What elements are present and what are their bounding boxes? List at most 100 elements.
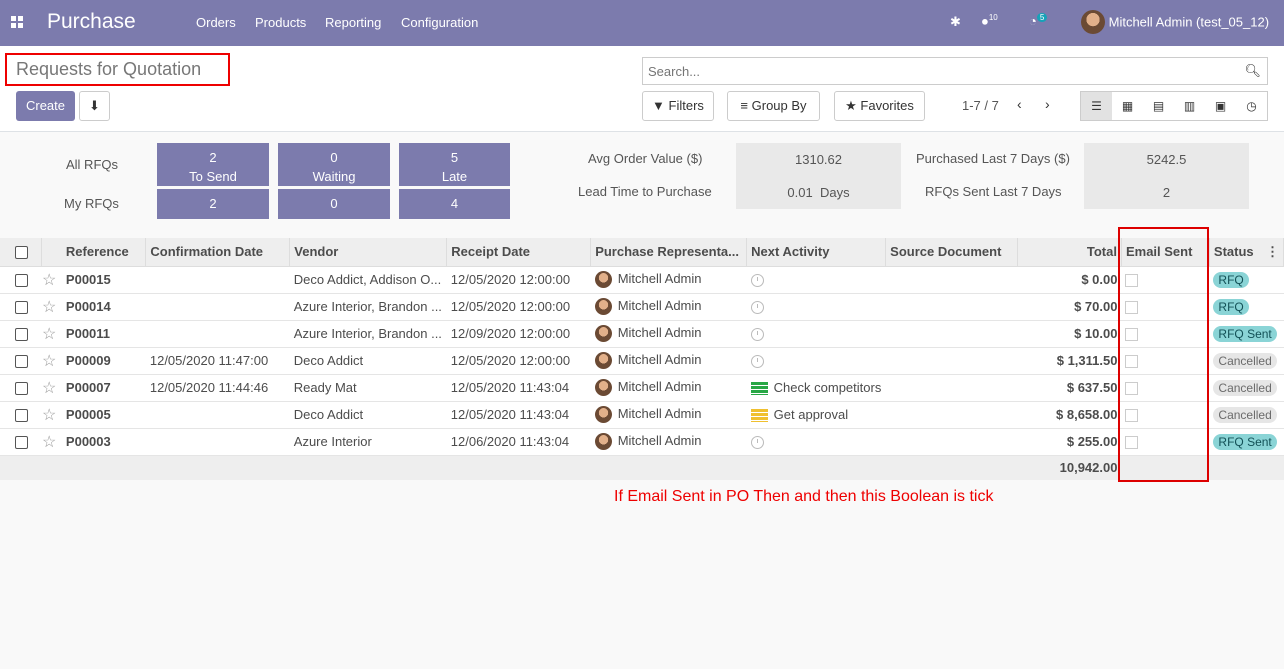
table-row[interactable]: ☆ P00003 Azure Interior 12/06/2020 11:43:04… <box>0 428 1284 456</box>
row-checkbox[interactable] <box>0 374 42 402</box>
menu-configuration[interactable]: Configuration <box>401 15 479 30</box>
header-receipt-date[interactable]: Receipt Date <box>446 238 592 267</box>
pager-value[interactable]: 1-7 / 7 <box>962 98 999 113</box>
table-footer-row: 10,942.00 <box>0 455 1284 480</box>
row-checkbox[interactable] <box>0 320 42 348</box>
favorite-star-icon[interactable]: ☆ <box>41 374 62 402</box>
table-row[interactable]: ☆ P00015 Deco Addict, Addison O... 12/05/20… <box>0 266 1284 294</box>
row-checkbox[interactable] <box>0 401 42 429</box>
activities-menu[interactable]: ◔ 5 <box>1029 13 1048 28</box>
calendar-view-icon[interactable]: ▣ <box>1214 99 1227 113</box>
header-email-sent[interactable]: Email Sent <box>1121 238 1210 267</box>
favorite-star-icon[interactable]: ☆ <box>41 320 62 348</box>
table-row[interactable]: ☆ P00014 Azure Interior, Brandon ... 12/05/… <box>0 293 1284 321</box>
header-confirmation-date[interactable]: Confirmation Date <box>145 238 291 267</box>
activity-view-icon[interactable]: ◷ <box>1246 99 1257 113</box>
pivot-view-icon[interactable]: ▤ <box>1152 99 1165 113</box>
groupby-button[interactable]: ≡ Group By <box>727 91 820 121</box>
filter-icon: ▼ <box>652 98 665 113</box>
chat-icon: ● <box>981 13 989 29</box>
cell-confirmation-date <box>145 401 290 429</box>
tile-late[interactable]: 5 Late <box>399 143 510 186</box>
filters-label: Filters <box>668 98 704 113</box>
cell-confirmation-date: 12/05/2020 11:44:46 <box>145 374 290 402</box>
favorites-button[interactable]: ★ Favorites <box>834 91 925 121</box>
tile-my-to-send[interactable]: 2 <box>157 189 269 219</box>
kanban-view-icon[interactable]: ▦ <box>1121 99 1134 113</box>
cell-representative: Mitchell Admin <box>590 401 747 429</box>
cell-status: RFQ <box>1209 293 1284 321</box>
to-send-count: 2 <box>209 150 217 165</box>
star-icon: ★ <box>845 98 857 113</box>
header-representative[interactable]: Purchase Representa... <box>590 238 748 267</box>
clock-icon[interactable] <box>750 274 764 288</box>
download-button[interactable]: ⬇ <box>79 91 110 121</box>
optional-columns-icon[interactable]: ⋮ <box>1266 243 1279 259</box>
row-checkbox[interactable] <box>0 293 42 321</box>
search-icon[interactable]: 🔍︎ <box>1244 63 1261 78</box>
tile-to-send[interactable]: 2 To Send <box>157 143 269 186</box>
favorite-star-icon[interactable]: ☆ <box>41 401 62 429</box>
cell-next-activity: Get approval <box>746 401 886 429</box>
pager-next-icon[interactable]: › <box>1045 96 1050 112</box>
cell-vendor: Azure Interior, Brandon ... <box>289 320 447 348</box>
activity-yellow-icon[interactable] <box>750 409 768 423</box>
search-input[interactable] <box>643 58 1223 84</box>
email-sent-checkbox[interactable] <box>1125 274 1139 288</box>
table-row[interactable]: ☆ P00005 Deco Addict 12/05/2020 11:43:04 Mit… <box>0 401 1284 429</box>
favorite-star-icon[interactable]: ☆ <box>41 293 62 321</box>
pager-previous-icon[interactable]: ‹ <box>1017 96 1022 112</box>
table-row[interactable]: ☆ P00009 12/05/2020 11:47:00 Deco Addict 12/… <box>0 347 1284 375</box>
waiting-count: 0 <box>330 150 338 165</box>
header-vendor[interactable]: Vendor <box>289 238 448 267</box>
tile-my-late[interactable]: 4 <box>399 189 510 219</box>
user-menu[interactable]: Mitchell Admin (test_05_12) <box>1081 10 1269 34</box>
clock-icon[interactable] <box>750 355 764 369</box>
favorite-star-icon[interactable]: ☆ <box>41 428 62 456</box>
clock-icon[interactable] <box>750 328 764 342</box>
apps-menu-icon[interactable] <box>11 16 23 28</box>
header-next-activity[interactable]: Next Activity <box>746 238 887 267</box>
row-checkbox[interactable] <box>0 347 42 375</box>
filters-button[interactable]: ▼ Filters <box>642 91 714 121</box>
email-sent-checkbox[interactable] <box>1125 409 1139 423</box>
tile-waiting[interactable]: 0 Waiting <box>278 143 390 186</box>
clock-icon[interactable] <box>750 301 764 315</box>
row-checkbox[interactable] <box>0 266 42 294</box>
email-sent-checkbox[interactable] <box>1125 382 1139 396</box>
bug-icon[interactable]: ✱ <box>950 14 961 29</box>
table-row[interactable]: ☆ P00007 12/05/2020 11:44:46 Ready Mat 12/05… <box>0 374 1284 402</box>
my-rfqs-label: My RFQs <box>64 196 119 211</box>
clock-icon[interactable] <box>750 436 764 450</box>
cell-next-activity <box>746 347 886 375</box>
messages-menu[interactable]: ●10 <box>981 13 998 28</box>
view-switcher: ☰ ▦ ▤ ▥ ▣ ◷ <box>1080 91 1268 121</box>
header-status[interactable]: Status ⋮ <box>1209 238 1284 267</box>
app-brand[interactable]: Purchase <box>47 10 136 33</box>
header-reference[interactable]: Reference <box>61 238 147 267</box>
menu-orders[interactable]: Orders <box>196 15 236 30</box>
table-row[interactable]: ☆ P00011 Azure Interior, Brandon ... 12/09/… <box>0 320 1284 348</box>
favorite-star-icon[interactable]: ☆ <box>41 347 62 375</box>
activity-green-icon[interactable] <box>750 382 768 396</box>
email-sent-checkbox[interactable] <box>1125 436 1139 450</box>
graph-view-icon[interactable]: ▥ <box>1183 99 1196 113</box>
email-sent-checkbox[interactable] <box>1125 301 1139 315</box>
select-all-checkbox[interactable] <box>0 238 43 267</box>
menu-products[interactable]: Products <box>255 15 307 30</box>
list-view-icon[interactable]: ☰ <box>1081 92 1112 120</box>
cell-receipt-date: 12/06/2020 11:43:04 <box>446 428 591 456</box>
email-sent-checkbox[interactable] <box>1125 355 1139 369</box>
menu-reporting[interactable]: Reporting <box>325 15 382 30</box>
header-total[interactable]: Total <box>1017 238 1122 267</box>
create-button[interactable]: Create <box>16 91 75 121</box>
email-sent-checkbox[interactable] <box>1125 328 1139 342</box>
cell-receipt-date: 12/09/2020 12:00:00 <box>446 320 591 348</box>
favorite-star-icon[interactable]: ☆ <box>41 266 62 294</box>
cell-source-document <box>885 266 1018 294</box>
header-source-document[interactable]: Source Document <box>885 238 1019 267</box>
row-checkbox[interactable] <box>0 428 42 456</box>
cell-status: RFQ Sent <box>1209 428 1284 456</box>
representative-name: Mitchell Admin <box>617 378 702 394</box>
tile-my-waiting[interactable]: 0 <box>278 189 390 219</box>
